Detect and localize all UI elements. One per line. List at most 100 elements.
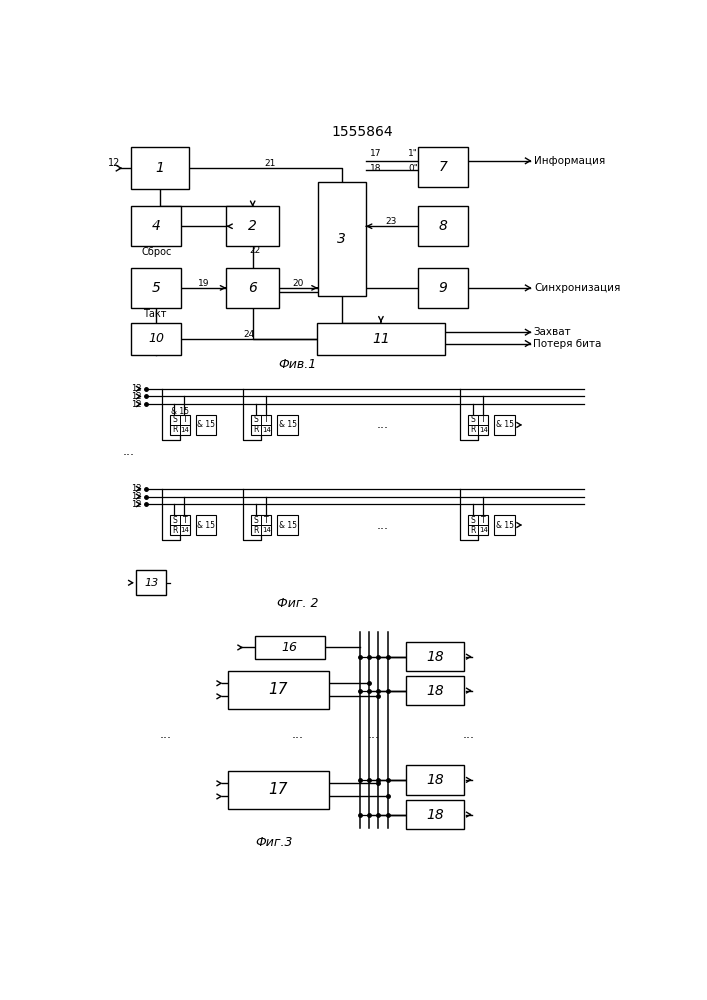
Text: ...: ...	[377, 519, 389, 532]
Bar	[277, 415, 298, 435]
Text: 12: 12	[132, 400, 142, 409]
Text: T: T	[182, 516, 187, 525]
Text: 1: 1	[156, 161, 165, 175]
Text: Захват: Захват	[533, 327, 571, 337]
Text: T: T	[264, 516, 269, 525]
Text: 18: 18	[370, 164, 381, 173]
Text: R: R	[172, 526, 177, 535]
Text: ...: ...	[291, 728, 303, 741]
Text: 12: 12	[107, 158, 120, 168]
Text: 14: 14	[180, 427, 189, 433]
Text: R: R	[470, 425, 476, 434]
Text: 21: 21	[264, 159, 276, 168]
Text: & 15: & 15	[171, 407, 189, 416]
Text: & 15: & 15	[496, 420, 513, 429]
Text: 12: 12	[132, 384, 142, 393]
Text: Фиг. 2: Фиг. 2	[277, 597, 318, 610]
Text: 18: 18	[426, 808, 444, 822]
Text: 18: 18	[426, 773, 444, 787]
Bar	[406, 676, 464, 705]
Bar	[136, 570, 166, 595]
Text: 1": 1"	[409, 149, 419, 158]
Text: Сброс: Сброс	[141, 247, 171, 257]
Text: S: S	[254, 415, 259, 424]
Text: Информация: Информация	[534, 156, 605, 166]
Text: & 15: & 15	[279, 420, 296, 429]
Bar	[196, 415, 216, 435]
Text: 3: 3	[337, 232, 346, 246]
Text: ...: ...	[160, 728, 172, 741]
Text: T: T	[481, 516, 486, 525]
Text: 23: 23	[386, 217, 397, 226]
Text: T: T	[481, 415, 486, 424]
Text: 10: 10	[148, 332, 164, 345]
Bar	[196, 515, 216, 535]
Text: 24: 24	[243, 330, 255, 339]
Bar	[226, 206, 279, 246]
Text: 12: 12	[132, 492, 142, 501]
Text: 14: 14	[180, 527, 189, 533]
Text: 12: 12	[132, 392, 142, 401]
Text: & 15: & 15	[197, 521, 215, 530]
Text: ...: ...	[462, 728, 474, 741]
Text: 2: 2	[248, 219, 257, 233]
Text: 18: 18	[426, 684, 444, 698]
Text: 7: 7	[438, 160, 448, 174]
Text: 0": 0"	[409, 164, 419, 173]
Text: S: S	[254, 516, 259, 525]
Text: R: R	[254, 526, 259, 535]
Text: R: R	[254, 425, 259, 434]
Bar	[131, 323, 182, 355]
Bar	[226, 268, 279, 308]
Text: 11: 11	[372, 332, 390, 346]
Text: & 15: & 15	[197, 420, 215, 429]
Text: T: T	[264, 415, 269, 424]
Bar	[406, 765, 464, 795]
Text: 17: 17	[269, 682, 288, 697]
Text: 17: 17	[269, 782, 288, 797]
Text: & 15: & 15	[279, 521, 296, 530]
Bar	[494, 515, 515, 535]
Bar	[494, 415, 515, 435]
Text: R: R	[172, 425, 177, 434]
Text: T: T	[182, 415, 187, 424]
Bar	[228, 671, 329, 709]
Text: S: S	[471, 415, 476, 424]
Bar	[317, 323, 445, 355]
Text: 6: 6	[248, 281, 257, 295]
Bar	[131, 206, 182, 246]
Bar	[255, 636, 325, 659]
Bar	[418, 268, 468, 308]
Text: 12: 12	[132, 484, 142, 493]
Text: ...: ...	[377, 418, 389, 431]
Text: 4: 4	[152, 219, 160, 233]
Text: 14: 14	[262, 527, 271, 533]
Bar	[170, 415, 190, 435]
Text: S: S	[471, 516, 476, 525]
Text: ...: ...	[368, 728, 380, 741]
Text: 19: 19	[198, 279, 209, 288]
Text: S: S	[173, 516, 177, 525]
Text: 9: 9	[438, 281, 448, 295]
Bar	[468, 515, 489, 535]
Text: 17: 17	[370, 149, 381, 158]
Text: ...: ...	[123, 445, 134, 458]
Text: 5: 5	[152, 281, 160, 295]
Bar	[131, 147, 189, 189]
Bar	[406, 800, 464, 829]
Text: 8: 8	[438, 219, 448, 233]
Text: Фив.1: Фив.1	[279, 358, 317, 371]
Bar	[418, 206, 468, 246]
Bar	[131, 268, 182, 308]
Text: 16: 16	[282, 641, 298, 654]
Text: Фиг.3: Фиг.3	[256, 836, 293, 849]
Text: 1555864: 1555864	[331, 125, 393, 139]
Text: 13: 13	[144, 578, 158, 588]
Text: Такт: Такт	[143, 309, 166, 319]
Bar	[468, 415, 489, 435]
Text: Синхронизация: Синхронизация	[534, 283, 620, 293]
Text: 18: 18	[426, 650, 444, 664]
Bar	[418, 147, 468, 187]
Text: 14: 14	[262, 427, 271, 433]
Text: Потеря бита: Потеря бита	[533, 339, 602, 349]
